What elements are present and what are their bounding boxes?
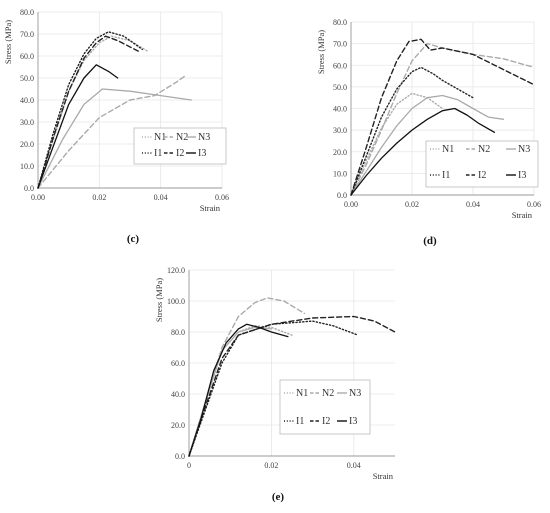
legend-label-i2: I2 — [176, 148, 184, 159]
series-line-n2 — [37, 75, 186, 189]
y-tick-label: 100.0 — [167, 297, 185, 306]
series-line-i2 — [188, 315, 396, 457]
x-tick-label: 0 — [187, 461, 191, 470]
series-line-i1 — [188, 320, 359, 457]
legend-label-i1: I1 — [296, 416, 304, 427]
series-line-i3 — [37, 64, 119, 189]
chart-panel-2: 0.0 20.0 40.0 60.0 80.0 100.0 120.0 0 0.02 0.04 St… — [154, 266, 396, 503]
series-line-i1 — [350, 66, 474, 196]
y-tick-label: 20.0 — [333, 148, 347, 157]
x-tick-label: 0.00 — [31, 193, 45, 202]
y-tick-label: 60.0 — [171, 359, 185, 368]
x-axis-title: Strain — [373, 471, 394, 481]
chart-panel-1: 0.0 10.0 20.0 30.0 40.0 50.0 60.0 70.0 80.0 0.00 0… — [316, 18, 541, 247]
y-tick-label: 0.0 — [337, 191, 347, 200]
y-tick-label: 0.0 — [175, 452, 185, 461]
x-tick-label: 0.02 — [405, 200, 419, 209]
legend-label-i3: I3 — [518, 170, 526, 181]
legend-label-i2: I2 — [322, 416, 330, 427]
x-tick-label: 0.06 — [215, 193, 229, 202]
series-line-i3 — [188, 323, 289, 457]
series-line-i3 — [350, 107, 496, 196]
y-tick-label: 40.0 — [20, 96, 34, 105]
legend-box — [133, 127, 227, 165]
series-line-n1 — [37, 35, 150, 189]
x-axis-title: Strain — [512, 210, 533, 220]
y-tick-label: 10.0 — [333, 169, 347, 178]
y-tick-label: 10.0 — [20, 162, 34, 171]
y-tick-label: 40.0 — [333, 105, 347, 114]
series-line-n1 — [188, 325, 293, 457]
y-tick-label: 0.0 — [24, 184, 34, 193]
y-tick-label: 80.0 — [333, 18, 347, 27]
y-tick-label: 70.0 — [333, 40, 347, 49]
x-tick-label: 0.02 — [92, 193, 106, 202]
legend-label-i1: I1 — [154, 148, 162, 159]
legend-label-n2: N2 — [176, 132, 188, 143]
legend-label-n2: N2 — [322, 388, 334, 399]
chart-panel-0: 0.0 10.0 20.0 30.0 40.0 50.0 60.0 70.0 80.0 0.00 0… — [3, 8, 229, 245]
y-axis-title: Stress (MPa) — [3, 20, 13, 64]
panel-caption: (c) — [127, 233, 140, 245]
y-tick-label: 70.0 — [20, 30, 34, 39]
y-tick-label: 80.0 — [171, 328, 185, 337]
legend-label-i2: I2 — [478, 170, 486, 181]
legend-label-n1: N1 — [154, 132, 166, 143]
panel-caption: (d) — [423, 235, 437, 247]
y-tick-label: 30.0 — [333, 126, 347, 135]
legend-label-n3: N3 — [518, 144, 530, 155]
legend-label-n1: N1 — [296, 388, 308, 399]
x-tick-label: 0.04 — [347, 461, 361, 470]
legend-box — [279, 379, 371, 435]
series-line-i2 — [37, 35, 140, 189]
legend-box — [425, 140, 539, 188]
y-tick-label: 20.0 — [20, 140, 34, 149]
y-axis-title: Stress (MPa) — [154, 278, 164, 322]
y-tick-label: 40.0 — [171, 390, 185, 399]
series-line-n3 — [350, 94, 505, 196]
series-line-n3 — [37, 88, 192, 189]
legend-label-n2: N2 — [478, 144, 490, 155]
legend-label-i1: I1 — [442, 170, 450, 181]
x-tick-label: 0.04 — [466, 200, 480, 209]
y-tick-label: 30.0 — [20, 118, 34, 127]
y-tick-label: 80.0 — [20, 8, 34, 17]
y-tick-label: 20.0 — [171, 421, 185, 430]
legend-label-n3: N3 — [349, 388, 361, 399]
y-tick-label: 60.0 — [20, 52, 34, 61]
x-axis-title: Strain — [200, 203, 221, 213]
x-tick-label: 0.02 — [264, 461, 278, 470]
y-axis-title: Stress (MPa) — [316, 30, 326, 74]
x-tick-label: 0.00 — [344, 200, 358, 209]
x-tick-label: 0.06 — [527, 200, 541, 209]
legend-label-n1: N1 — [442, 144, 454, 155]
series-line-i2 — [350, 38, 535, 196]
legend-label-i3: I3 — [198, 148, 206, 159]
series-line-i1 — [37, 31, 144, 189]
series-line-n2 — [350, 42, 535, 196]
y-tick-label: 60.0 — [333, 61, 347, 70]
panel-caption: (e) — [272, 491, 285, 503]
y-tick-label: 50.0 — [333, 83, 347, 92]
y-tick-label: 120.0 — [167, 266, 185, 275]
x-tick-label: 0.04 — [154, 193, 168, 202]
legend-label-i3: I3 — [349, 416, 357, 427]
y-tick-label: 50.0 — [20, 74, 34, 83]
legend-label-n3: N3 — [198, 132, 210, 143]
